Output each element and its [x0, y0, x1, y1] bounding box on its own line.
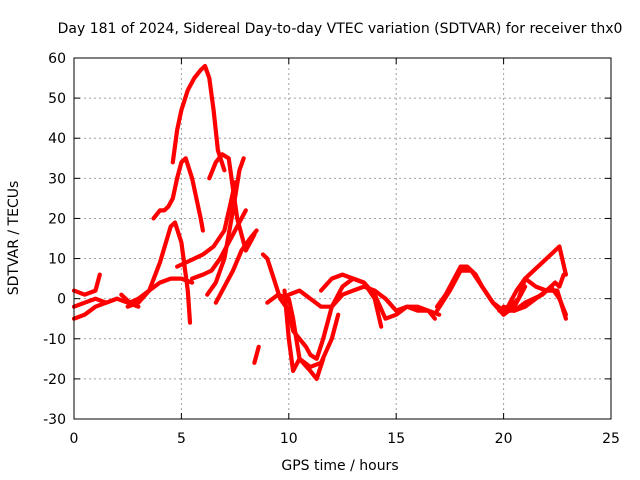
- y-tick-label: -20: [43, 372, 66, 388]
- y-tick-label: 50: [48, 91, 66, 107]
- series-s11: [207, 152, 257, 253]
- x-tick-label: 0: [70, 431, 79, 447]
- series-s3: [71, 296, 120, 321]
- series-s16: [282, 288, 326, 381]
- y-tick-label: 30: [48, 171, 66, 187]
- x-tick-label: 25: [602, 431, 620, 447]
- x-tick-label: 10: [280, 431, 298, 447]
- y-axis-label: SDTVAR / TECUs: [6, 181, 22, 296]
- y-tick-label: -10: [43, 332, 66, 348]
- x-tick-label: 5: [177, 431, 186, 447]
- series-s6: [151, 156, 205, 233]
- series-s17: [286, 284, 442, 317]
- x-tick-label: 20: [495, 431, 513, 447]
- series-s1: [71, 272, 102, 297]
- series-s10: [205, 156, 246, 297]
- x-axis-label: GPS time / hours: [281, 458, 398, 474]
- series-s12: [213, 228, 259, 305]
- plot-frame: [73, 57, 612, 420]
- y-tick-label: 40: [48, 131, 66, 147]
- series-s13: [252, 344, 261, 365]
- data-series: [71, 63, 569, 381]
- series-s7: [170, 63, 227, 173]
- series-s24: [512, 284, 569, 317]
- y-tick-label: 0: [57, 292, 66, 308]
- y-tick-label: 60: [48, 51, 66, 67]
- series-s21: [497, 272, 566, 313]
- ticks: 0 5 10 15 20 25 -30 -20 -10 0 10 20 30 40 50 60: [43, 51, 620, 447]
- series-s22: [507, 244, 569, 309]
- series-s4: [119, 220, 193, 325]
- grid: [74, 58, 611, 419]
- series-s18: [318, 272, 437, 321]
- y-tick-label: 10: [48, 252, 66, 268]
- y-tick-label: -30: [43, 412, 66, 428]
- chart-title: Day 181 of 2024, Sidereal Day-to-day VTE…: [58, 21, 623, 37]
- series-s8: [175, 180, 238, 269]
- x-tick-label: 15: [387, 431, 405, 447]
- series-s5: [125, 276, 195, 309]
- y-tick-label: 20: [48, 211, 66, 227]
